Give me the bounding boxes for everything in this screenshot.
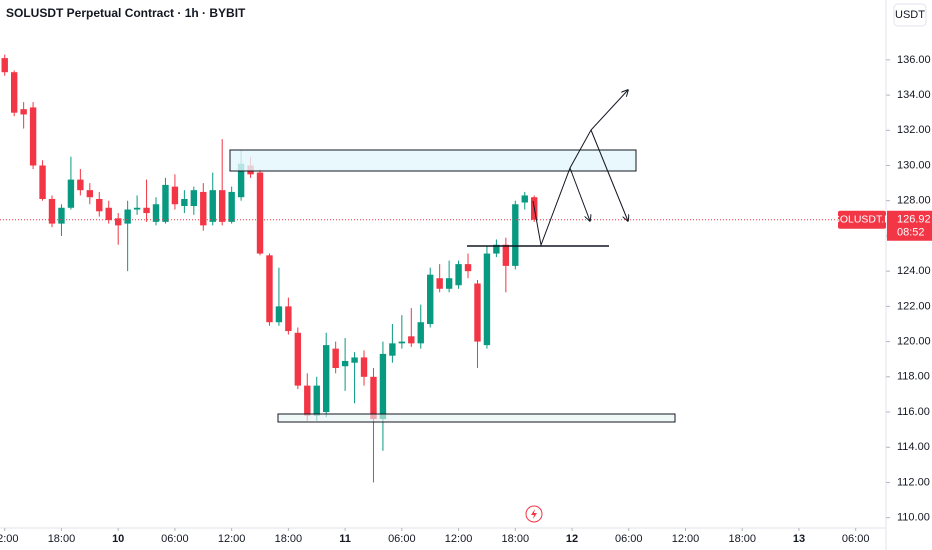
- x-tick-label: 18:00: [728, 533, 756, 545]
- currency-button[interactable]: [893, 3, 927, 27]
- symbol-tag: SOLUSDT.P: [833, 214, 891, 226]
- y-tick-label: 128.00: [897, 195, 931, 207]
- event-bolt: [531, 509, 537, 519]
- candle-body: [105, 207, 112, 221]
- candle-body: [360, 357, 368, 377]
- candle-body: [20, 109, 27, 115]
- y-tick-label: 120.00: [897, 336, 931, 348]
- symbol-tag-bg: [838, 210, 886, 229]
- candle-body: [483, 253, 491, 346]
- y-tick-label: 132.00: [897, 124, 931, 136]
- candle-body: [200, 191, 207, 226]
- candle-body: [266, 255, 273, 323]
- chart-title: SOLUSDT Perpetual Contract · 1h · BYBIT: [6, 6, 246, 20]
- x-tick-label: 06:00: [161, 533, 189, 545]
- candle-body: [114, 218, 122, 226]
- x-tick-label: 12:00: [0, 533, 18, 545]
- candle-body: [455, 264, 462, 286]
- candle-body: [171, 186, 179, 205]
- candle-body: [398, 341, 406, 344]
- candle-body: [408, 336, 415, 344]
- candle-body: [341, 360, 349, 367]
- candle-body: [39, 165, 46, 199]
- candle-body: [370, 376, 377, 420]
- x-tick-label: 12:00: [445, 533, 473, 545]
- candle-body: [152, 204, 160, 222]
- x-tick-label: 11: [339, 533, 351, 545]
- x-tick-label: 18:00: [48, 533, 76, 545]
- candle-body: [228, 191, 235, 222]
- x-tick-label: 06:00: [842, 533, 870, 545]
- candle-body: [521, 195, 528, 203]
- currency-label[interactable]: USDT: [895, 9, 925, 21]
- plot-area: [0, 54, 885, 483]
- y-tick-label: 124.00: [897, 265, 931, 277]
- x-tick-label: 10: [112, 533, 124, 545]
- candle-body: [162, 184, 169, 222]
- candle-body: [96, 198, 103, 212]
- candle-body: [417, 322, 424, 344]
- candle-body: [474, 283, 481, 342]
- candle-body: [209, 190, 216, 222]
- x-tick-label: 18:00: [275, 533, 303, 545]
- candle-body: [58, 207, 65, 224]
- y-tick-label: 130.00: [897, 159, 931, 171]
- candle-body: [237, 163, 245, 198]
- candle-body: [1, 58, 8, 73]
- candle-body: [256, 172, 264, 254]
- candle-body: [379, 353, 387, 420]
- candle-body: [389, 343, 396, 356]
- x-tick-label: 12: [566, 533, 578, 545]
- candle-body: [181, 198, 188, 207]
- x-tick-label: 13: [793, 533, 805, 545]
- candle-body: [77, 179, 84, 191]
- candle-body: [285, 306, 292, 332]
- candle-body: [512, 204, 519, 266]
- y-tick-label: 112.00: [897, 476, 930, 488]
- price-tag-bg: [887, 210, 932, 241]
- candle-body: [427, 274, 434, 324]
- candle-body: [323, 345, 330, 413]
- candle-body: [190, 190, 198, 207]
- y-tick-label: 136.00: [897, 54, 931, 66]
- candle-body: [313, 385, 320, 416]
- candle-body: [304, 385, 311, 416]
- candle-body: [351, 357, 358, 363]
- support-zone[interactable]: [277, 413, 676, 423]
- x-tick-label: 06:00: [388, 533, 416, 545]
- candle-body: [275, 306, 283, 323]
- candle-body: [493, 244, 500, 254]
- candle-body: [86, 190, 94, 198]
- candle-body: [464, 264, 472, 272]
- projection-path[interactable]: [569, 167, 590, 221]
- x-tick-label: 18:00: [502, 533, 530, 545]
- candle-body: [133, 207, 141, 210]
- candle-body: [48, 198, 56, 224]
- candle-body: [502, 244, 510, 266]
- candle-body: [143, 207, 150, 214]
- candle-body: [29, 107, 37, 166]
- candle-body: [67, 179, 75, 208]
- y-tick-label: 110.00: [897, 512, 930, 524]
- x-tick-label: 06:00: [615, 533, 643, 545]
- candle-body: [332, 348, 339, 369]
- y-tick-label: 118.00: [897, 371, 930, 383]
- candle-body: [436, 278, 443, 289]
- candle-body: [218, 190, 226, 222]
- y-tick-label: 114.00: [897, 441, 930, 453]
- candle-body: [445, 278, 453, 289]
- x-tick-label: 12:00: [218, 533, 246, 545]
- resistance-zone[interactable]: [229, 149, 637, 172]
- countdown: 08:52: [897, 227, 925, 239]
- x-tick-label: 12:00: [672, 533, 700, 545]
- candle-body: [124, 209, 131, 224]
- candle-body: [10, 72, 18, 113]
- projection-path[interactable]: [590, 129, 628, 221]
- y-tick-label: 134.00: [897, 89, 931, 101]
- price-tag: 126.92: [897, 214, 931, 226]
- candle-body: [294, 332, 302, 386]
- y-tick-label: 122.00: [897, 300, 931, 312]
- y-tick-label: 116.00: [897, 406, 930, 418]
